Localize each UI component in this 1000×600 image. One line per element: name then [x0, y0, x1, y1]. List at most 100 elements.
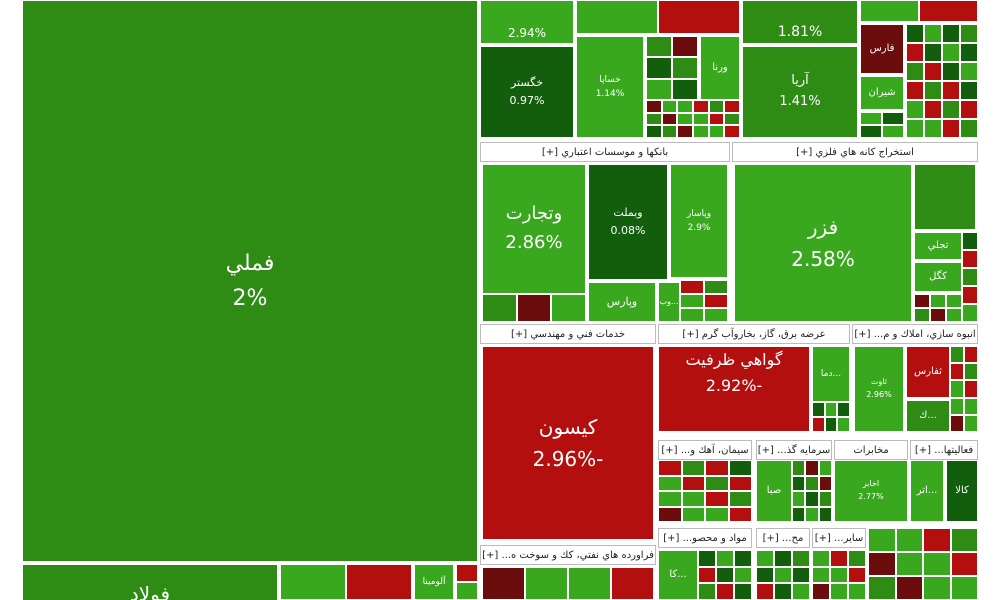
stock-symbol: اخابر	[862, 479, 880, 489]
mini-tile	[860, 112, 882, 125]
sector-header[interactable]: مح... [+]	[756, 528, 810, 548]
stock-tile[interactable]: فزر 2.58%	[734, 164, 912, 322]
stock-tile[interactable]: وبملت 0.08%	[588, 164, 668, 280]
stock-tile[interactable]: فولاد	[22, 564, 278, 600]
mini-tile	[658, 475, 682, 491]
stock-tile[interactable]: شيران	[860, 76, 904, 110]
stock-tile[interactable]: 2.94%	[480, 0, 574, 44]
stock-symbol: فملي	[225, 250, 275, 276]
mini-tile	[914, 294, 930, 308]
mini-tile	[924, 100, 942, 119]
price-change: -2.92%	[705, 375, 763, 395]
mini-tile	[456, 564, 478, 582]
mini-tile	[677, 112, 693, 126]
mini-tile	[960, 100, 978, 119]
mini-tile	[950, 552, 978, 576]
stock-tile[interactable]: ...كا	[658, 550, 698, 600]
mini-tile	[792, 491, 806, 507]
stock-tile[interactable]: وتجارت 2.86%	[482, 164, 586, 294]
stock-tile[interactable]: كيسون -2.96%	[482, 346, 654, 540]
stock-tile[interactable]: 1.81%	[742, 0, 858, 44]
sector-header[interactable]: فراورده هاي نفتي، كك و سوخت ه... [+]	[480, 545, 656, 565]
mini-tile	[942, 81, 960, 100]
stock-symbol: شيران	[868, 87, 896, 98]
mini-tile	[805, 475, 819, 491]
stock-symbol: ثفارس	[914, 366, 942, 377]
mini-tile	[868, 552, 896, 576]
stock-tile[interactable]: صبا	[756, 460, 792, 522]
stock-symbol: ...ك	[919, 410, 937, 421]
mini-tile	[962, 286, 978, 304]
sector-header[interactable]: خدمات فني و مهندسي [+]	[480, 324, 656, 344]
mini-tile	[346, 564, 412, 600]
stock-tile[interactable]: خگستر 0.97%	[480, 46, 574, 138]
mini-tile	[960, 24, 978, 43]
stock-tile[interactable]: ...ك	[906, 400, 950, 432]
stock-symbol: وتجارت	[505, 203, 563, 225]
stock-tile[interactable]: آريا 1.41%	[742, 46, 858, 138]
mini-tile	[677, 100, 693, 113]
sector-header[interactable]: مواد و محصو... [+]	[658, 528, 752, 548]
mini-tile	[962, 268, 978, 286]
stock-tile[interactable]: ...اتر	[910, 460, 944, 522]
mini-tile	[830, 550, 848, 567]
mini-tile	[914, 308, 930, 322]
sector-header[interactable]: بانكها و موسسات اعتباري [+]	[480, 142, 730, 162]
stock-tile[interactable]: فملي 2%	[22, 0, 478, 562]
sector-header[interactable]: مخابرات	[834, 440, 908, 460]
mini-tile	[646, 112, 662, 126]
mini-tile	[906, 100, 924, 119]
mini-tile	[658, 460, 682, 476]
mini-tile	[708, 125, 725, 138]
mini-tile	[924, 119, 942, 138]
stock-tile[interactable]: ثفارس	[906, 346, 950, 398]
mini-tile	[950, 576, 978, 600]
stock-tile[interactable]: خساپا 1.14%	[576, 36, 644, 138]
mini-tile	[724, 125, 740, 138]
stock-tile[interactable]: اخابر 2.77%	[834, 460, 908, 522]
sector-header[interactable]: ساير... [+]	[812, 528, 866, 548]
stock-tile[interactable]: ...دما	[812, 346, 850, 402]
stock-symbol: گواهي ظرفيت	[685, 350, 783, 369]
mini-tile	[812, 417, 825, 432]
mini-tile	[646, 57, 672, 79]
mini-tile	[734, 550, 752, 567]
mini-tile	[906, 43, 924, 62]
stock-tile[interactable]: وپاسار 2.9%	[670, 164, 728, 278]
stock-tile[interactable]: گواهي ظرفيت -2.92%	[658, 346, 810, 432]
mini-tile	[681, 491, 705, 507]
price-change: 0.08%	[610, 224, 646, 237]
mini-tile	[950, 528, 978, 552]
stock-tile[interactable]: كگل	[914, 262, 962, 292]
stock-tile[interactable]: فارس	[860, 24, 904, 74]
mini-tile	[960, 43, 978, 62]
sector-header[interactable]: عرضه برق، گاز، بخاروآب گرم [+]	[658, 324, 850, 344]
sector-header[interactable]: سرمايه گذ... [+]	[756, 440, 832, 460]
mini-tile	[681, 460, 705, 476]
mini-tile	[708, 100, 725, 113]
stock-tile[interactable]: ورنا	[700, 36, 740, 100]
mini-tile	[672, 36, 698, 58]
stock-tile[interactable]: ثاوت 2.96%	[854, 346, 904, 432]
sector-header[interactable]: انبوه سازي، املاك و م... [+]	[852, 324, 978, 344]
stock-tile[interactable]: ...وب	[658, 282, 680, 322]
mini-tile	[848, 550, 866, 567]
price-change: 2.94%	[507, 25, 547, 40]
stock-tile[interactable]: آلومينا	[414, 564, 454, 600]
mini-tile	[960, 81, 978, 100]
mini-tile	[576, 0, 658, 34]
sector-header[interactable]: فعاليتها... [+]	[910, 440, 978, 460]
stock-tile[interactable]: تجلي	[914, 232, 962, 260]
mini-tile	[693, 100, 709, 113]
stock-tile[interactable]: وپارس	[588, 282, 656, 322]
mini-tile	[950, 397, 964, 415]
mini-tile	[734, 583, 752, 600]
mini-tile	[942, 119, 960, 138]
mini-tile	[774, 583, 792, 600]
stock-tile[interactable]: كالا	[946, 460, 978, 522]
sector-header[interactable]: استخراج كانه هاي فلزي [+]	[732, 142, 978, 162]
mini-tile	[924, 62, 942, 81]
sector-header[interactable]: سيمان، آهك و... [+]	[658, 440, 752, 460]
price-change: -2.96%	[532, 447, 604, 471]
stock-symbol: فارس	[869, 43, 895, 54]
